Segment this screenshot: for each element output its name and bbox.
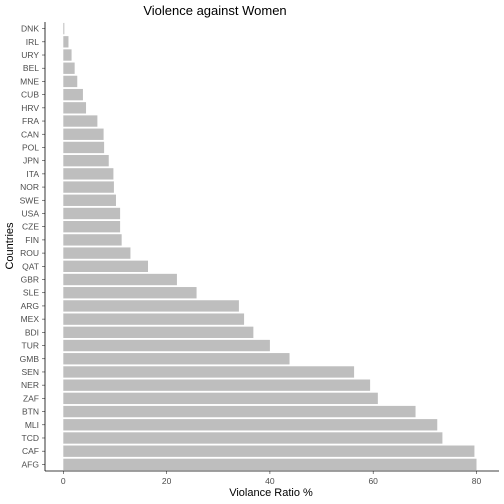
x-tick-label: 20 [162, 476, 172, 486]
bar-sle [63, 287, 197, 299]
y-tick-label: JPN [23, 156, 39, 166]
bar-irl [63, 36, 69, 48]
bar-gmb [63, 353, 290, 365]
y-tick-label: ROU [20, 248, 39, 258]
y-tick-label: USA [22, 208, 40, 218]
y-tick-label: ARG [21, 301, 39, 311]
y-tick-label: ZAF [23, 393, 39, 403]
bar-jpn [63, 154, 109, 167]
bar-gbr [63, 273, 177, 286]
y-tick-label: CAN [21, 129, 39, 139]
bar-bel [63, 62, 75, 74]
y-tick-label: MNE [20, 76, 39, 86]
bar-cub [63, 88, 83, 101]
bar-pol [63, 141, 105, 154]
x-axis-title: Violance Ratio % [229, 487, 313, 499]
y-tick-label: NER [21, 380, 39, 390]
y-tick-label: CZE [22, 222, 39, 232]
bar-tcd [63, 432, 443, 444]
y-tick-label: TUR [22, 341, 39, 351]
bar-qat [63, 260, 149, 272]
bar-caf [63, 445, 475, 457]
bar-cze [63, 221, 121, 233]
bar-can [63, 128, 104, 140]
bar-mli [63, 419, 438, 431]
y-tick-label: BDI [25, 327, 39, 337]
y-tick-label: CUB [21, 90, 39, 100]
y-tick-label: QAT [22, 261, 39, 271]
y-tick-label: SEN [22, 367, 39, 377]
y-tick-label: HRV [21, 103, 39, 113]
bar-ita [63, 168, 114, 180]
y-tick-label: FRA [22, 116, 39, 126]
bar-btn [63, 405, 416, 418]
y-tick-label: CAF [22, 446, 39, 456]
y-tick-label: GMB [20, 354, 40, 364]
y-tick-label: GBR [21, 275, 39, 285]
y-tick-label: SLE [23, 288, 39, 298]
y-tick-label: BEL [23, 63, 39, 73]
y-tick-label: NOR [20, 182, 39, 192]
bar-fra [63, 115, 98, 127]
chart-title: Violence against Women [143, 3, 286, 18]
y-tick-label: MLI [25, 420, 39, 430]
bar-usa [63, 207, 121, 220]
bar-arg [63, 300, 239, 312]
bar-ner [63, 379, 371, 391]
y-axis-title: Countries [4, 222, 16, 270]
bar-mex [63, 313, 245, 325]
bar-swe [63, 194, 116, 206]
bar-dnk [63, 22, 65, 35]
bar-fin [63, 234, 122, 246]
y-tick-label: IRL [26, 37, 40, 47]
y-tick-label: POL [22, 142, 39, 152]
bar-hrv [63, 102, 87, 114]
y-tick-label: MEX [21, 314, 40, 324]
x-tick-label: 60 [368, 476, 378, 486]
x-axis-ticks: 0 20 40 60 80 [61, 471, 482, 486]
y-axis-ticks: DNK IRL URY BEL MNE CUB HRV FRA CAN POL JPN ITA NOR S… [20, 24, 45, 469]
bar-bdi [63, 326, 254, 339]
bar-nor [63, 181, 114, 193]
bar-sen [63, 366, 355, 378]
y-tick-label: TCD [22, 433, 39, 443]
bar-rou [63, 247, 131, 259]
bar-ury [63, 49, 72, 61]
y-tick-label: URY [21, 50, 39, 60]
y-tick-label: BTN [22, 407, 39, 417]
bar-mne [63, 75, 78, 88]
y-tick-label: FIN [25, 235, 39, 245]
bar-afg [63, 458, 477, 471]
y-tick-label: ITA [26, 169, 39, 179]
bars-group [63, 22, 477, 471]
x-tick-label: 0 [61, 476, 66, 486]
bar-tur [63, 339, 270, 352]
y-tick-label: DNK [21, 24, 39, 34]
y-tick-label: AFG [22, 459, 39, 469]
x-tick-label: 40 [265, 476, 275, 486]
bar-zaf [63, 392, 378, 405]
x-tick-label: 80 [472, 476, 482, 486]
y-tick-label: SWE [20, 195, 40, 205]
